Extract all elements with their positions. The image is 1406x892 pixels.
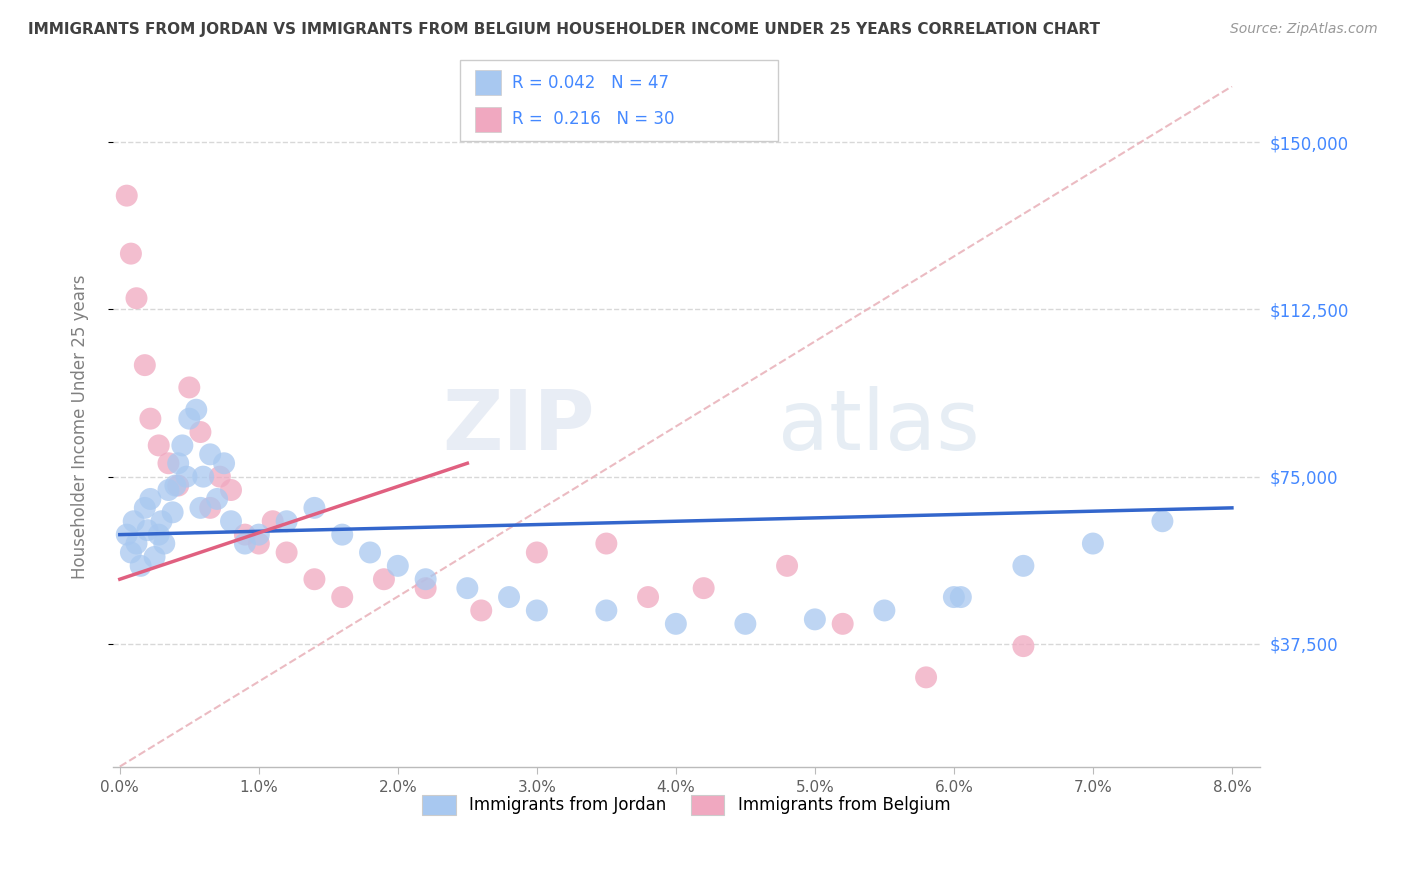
Point xyxy=(115,527,138,541)
Point xyxy=(1081,536,1104,550)
Point xyxy=(915,670,938,684)
Point xyxy=(167,478,190,492)
Point xyxy=(498,590,520,604)
Point xyxy=(139,491,162,506)
Point xyxy=(129,558,152,573)
Point xyxy=(134,500,156,515)
Point xyxy=(692,581,714,595)
Y-axis label: Householder Income Under 25 years: Householder Income Under 25 years xyxy=(72,274,89,579)
Text: R =  0.216   N = 30: R = 0.216 N = 30 xyxy=(512,111,675,128)
Point xyxy=(120,545,142,559)
Point xyxy=(139,411,162,425)
Point xyxy=(665,616,688,631)
Point xyxy=(136,523,159,537)
Point xyxy=(359,545,381,559)
Point xyxy=(153,536,176,550)
Point xyxy=(247,527,270,541)
Point xyxy=(134,358,156,372)
Point xyxy=(330,590,353,604)
Point xyxy=(595,536,617,550)
Point xyxy=(276,545,298,559)
Point xyxy=(330,527,353,541)
Point xyxy=(456,581,478,595)
Point xyxy=(122,514,145,528)
Point xyxy=(157,456,180,470)
Point xyxy=(373,572,395,586)
Point xyxy=(176,469,198,483)
Point xyxy=(179,380,201,394)
Point xyxy=(165,478,187,492)
Point xyxy=(233,527,256,541)
Point xyxy=(150,514,173,528)
Point xyxy=(120,246,142,260)
Point xyxy=(734,616,756,631)
Point xyxy=(1012,558,1035,573)
Point xyxy=(1152,514,1174,528)
Point xyxy=(1012,639,1035,653)
Point xyxy=(219,483,242,497)
Point xyxy=(219,514,242,528)
Point xyxy=(157,483,180,497)
Point xyxy=(804,612,827,626)
Point xyxy=(637,590,659,604)
Point xyxy=(167,456,190,470)
Point xyxy=(125,291,148,305)
Point xyxy=(276,514,298,528)
Point xyxy=(595,603,617,617)
Point xyxy=(179,411,201,425)
Point xyxy=(873,603,896,617)
Point xyxy=(115,188,138,202)
Point xyxy=(470,603,492,617)
Point xyxy=(125,536,148,550)
Text: R = 0.042   N = 47: R = 0.042 N = 47 xyxy=(512,74,669,92)
Point xyxy=(415,581,437,595)
Point xyxy=(143,549,166,564)
Point xyxy=(162,505,184,519)
Point xyxy=(172,438,194,452)
Point xyxy=(198,447,221,461)
Text: IMMIGRANTS FROM JORDAN VS IMMIGRANTS FROM BELGIUM HOUSEHOLDER INCOME UNDER 25 YE: IMMIGRANTS FROM JORDAN VS IMMIGRANTS FRO… xyxy=(28,22,1099,37)
Point xyxy=(415,572,437,586)
Point xyxy=(262,514,284,528)
Point xyxy=(148,527,170,541)
Point xyxy=(233,536,256,550)
Text: atlas: atlas xyxy=(778,386,980,467)
Point xyxy=(526,603,548,617)
Point xyxy=(190,500,212,515)
Point xyxy=(186,402,208,417)
Point xyxy=(949,590,972,604)
Point xyxy=(942,590,965,604)
Point xyxy=(247,536,270,550)
Point xyxy=(193,469,215,483)
Point xyxy=(304,572,326,586)
Legend: Immigrants from Jordan, Immigrants from Belgium: Immigrants from Jordan, Immigrants from … xyxy=(413,787,959,822)
Point xyxy=(198,500,221,515)
Point xyxy=(304,500,326,515)
Point xyxy=(190,425,212,439)
Point xyxy=(387,558,409,573)
Point xyxy=(208,469,231,483)
Text: Source: ZipAtlas.com: Source: ZipAtlas.com xyxy=(1230,22,1378,37)
Point xyxy=(212,456,235,470)
Point xyxy=(526,545,548,559)
Text: ZIP: ZIP xyxy=(441,386,595,467)
Point xyxy=(831,616,853,631)
Point xyxy=(148,438,170,452)
Point xyxy=(205,491,228,506)
Point xyxy=(776,558,799,573)
